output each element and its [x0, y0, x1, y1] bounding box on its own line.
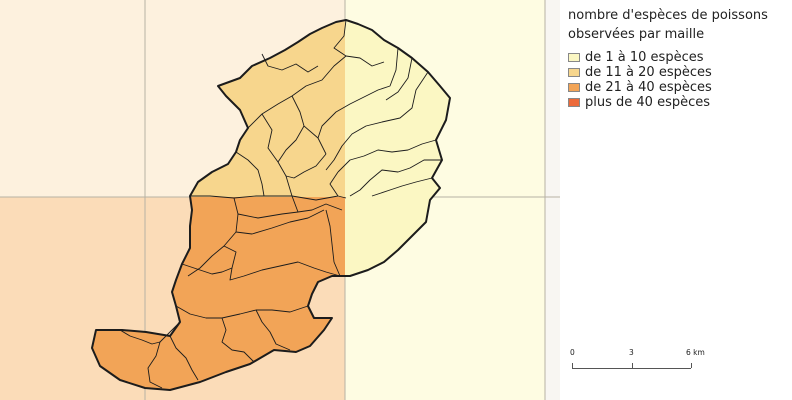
legend-item: plus de 40 espèces	[568, 95, 788, 110]
territory-outline	[91, 19, 451, 391]
scale-tick	[572, 363, 573, 368]
legend-item-label: plus de 40 espèces	[585, 95, 711, 110]
scale-bar: 0 3 6 km	[566, 348, 706, 378]
legend-item: de 21 à 40 espèces	[568, 80, 788, 95]
scale-label: 0	[570, 348, 575, 357]
scale-tick	[632, 363, 633, 368]
legend-swatch	[568, 98, 580, 107]
scale-label: 6 km	[686, 348, 705, 357]
scale-line	[572, 368, 691, 369]
legend-item-label: de 21 à 40 espèces	[585, 80, 712, 95]
scale-label: 3	[629, 348, 634, 357]
legend-title: nombre d'espèces de poissons observées p…	[568, 8, 768, 42]
map-background	[545, 0, 560, 400]
legend-swatch	[568, 53, 580, 62]
map-canvas[interactable]	[0, 0, 560, 400]
scale-tick	[691, 363, 692, 368]
legend-item: de 1 à 10 espèces	[568, 50, 788, 65]
legend-swatch	[568, 83, 580, 92]
grid-cell	[0, 0, 145, 197]
commune-boundaries	[119, 19, 442, 389]
legend-item-label: de 1 à 10 espèces	[585, 50, 704, 65]
legend-swatch	[568, 68, 580, 77]
map-legend: nombre d'espèces de poissons observées p…	[568, 6, 788, 110]
legend-item: de 11 à 20 espèces	[568, 65, 788, 80]
legend-item-label: de 11 à 20 espèces	[585, 65, 712, 80]
map-panel[interactable]	[0, 0, 560, 400]
